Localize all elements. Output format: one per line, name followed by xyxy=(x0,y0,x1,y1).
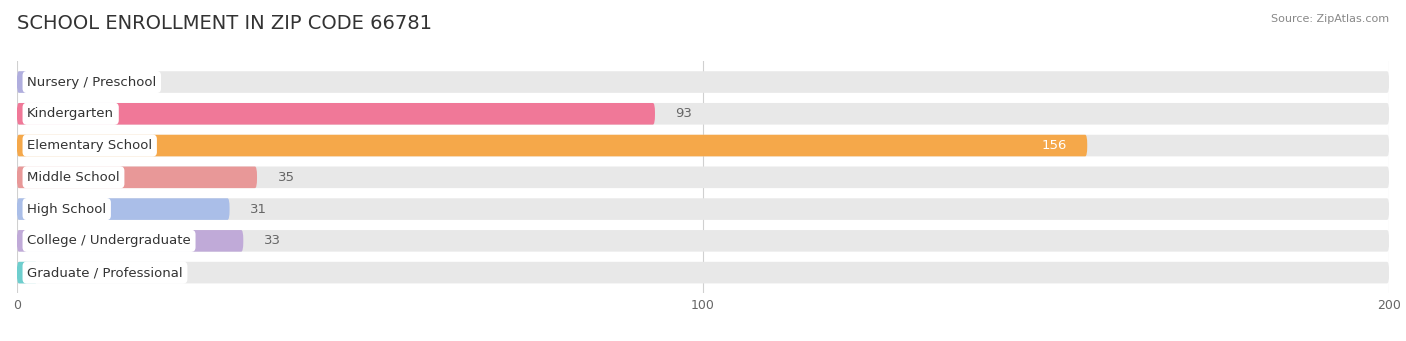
Text: Elementary School: Elementary School xyxy=(27,139,152,152)
FancyBboxPatch shape xyxy=(17,198,1389,220)
Text: 156: 156 xyxy=(1042,139,1067,152)
FancyBboxPatch shape xyxy=(17,230,1389,252)
Text: 31: 31 xyxy=(250,203,267,216)
Text: 33: 33 xyxy=(264,234,281,247)
FancyBboxPatch shape xyxy=(17,135,1389,157)
FancyBboxPatch shape xyxy=(17,166,1389,188)
Text: 35: 35 xyxy=(277,171,295,184)
Text: 93: 93 xyxy=(675,107,692,120)
Text: 3: 3 xyxy=(58,266,66,279)
FancyBboxPatch shape xyxy=(17,103,1389,124)
Text: College / Undergraduate: College / Undergraduate xyxy=(27,234,191,247)
Text: Nursery / Preschool: Nursery / Preschool xyxy=(27,75,156,89)
FancyBboxPatch shape xyxy=(17,71,1389,93)
FancyBboxPatch shape xyxy=(17,198,229,220)
Text: Graduate / Professional: Graduate / Professional xyxy=(27,266,183,279)
Text: Middle School: Middle School xyxy=(27,171,120,184)
Text: Source: ZipAtlas.com: Source: ZipAtlas.com xyxy=(1271,14,1389,24)
FancyBboxPatch shape xyxy=(17,166,257,188)
Text: High School: High School xyxy=(27,203,107,216)
FancyBboxPatch shape xyxy=(17,262,38,283)
Text: SCHOOL ENROLLMENT IN ZIP CODE 66781: SCHOOL ENROLLMENT IN ZIP CODE 66781 xyxy=(17,14,432,33)
FancyBboxPatch shape xyxy=(17,71,86,93)
FancyBboxPatch shape xyxy=(17,103,655,124)
Text: Kindergarten: Kindergarten xyxy=(27,107,114,120)
FancyBboxPatch shape xyxy=(17,135,1087,157)
FancyBboxPatch shape xyxy=(17,230,243,252)
Text: 10: 10 xyxy=(105,75,122,89)
FancyBboxPatch shape xyxy=(17,262,1389,283)
